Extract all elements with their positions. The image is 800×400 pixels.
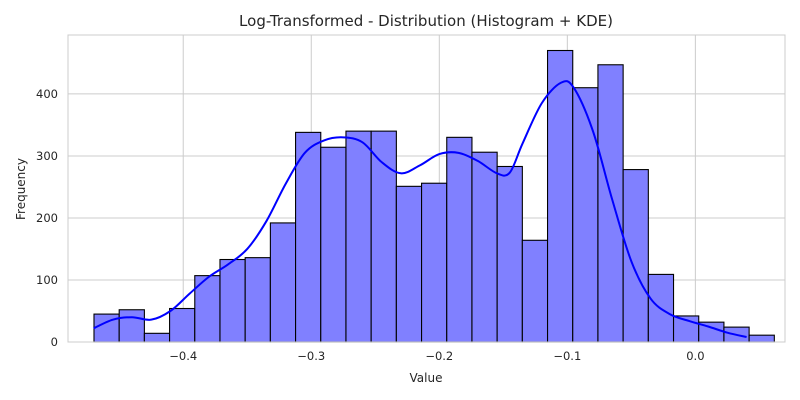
- x-tick-label: 0.0: [686, 349, 704, 363]
- histogram-bar: [370, 130, 397, 343]
- histogram-bar: [320, 146, 347, 343]
- histogram-bar: [597, 64, 624, 343]
- x-axis-label: Value: [410, 371, 443, 385]
- x-tick-label: −0.4: [169, 349, 197, 363]
- histogram-bar: [295, 131, 322, 343]
- histogram-bars: [93, 49, 775, 343]
- histogram-bar: [748, 334, 775, 343]
- histogram-bar: [395, 185, 423, 343]
- y-tick-label: 0: [51, 335, 58, 349]
- histogram-bar: [622, 169, 649, 343]
- y-axis-label: Frequency: [14, 158, 28, 220]
- histogram-bar: [546, 49, 574, 343]
- histogram-bar: [572, 87, 599, 343]
- histogram-bar: [118, 309, 145, 343]
- histogram-bar: [421, 182, 448, 343]
- histogram-bar: [521, 239, 549, 343]
- histogram-bar: [143, 332, 171, 343]
- histogram-bar: [496, 165, 523, 343]
- histogram-bar: [269, 222, 297, 343]
- y-tick-label: 400: [36, 87, 58, 101]
- x-tick-label: −0.1: [553, 349, 581, 363]
- histogram-bar: [244, 257, 271, 343]
- histogram-bar: [446, 136, 473, 343]
- histogram-bar: [471, 151, 498, 343]
- y-tick-label: 300: [36, 149, 58, 163]
- histogram-bar: [169, 307, 196, 343]
- histogram-bar: [194, 275, 221, 343]
- y-tick-label: 100: [36, 273, 58, 287]
- histogram-bar: [219, 258, 246, 343]
- histogram-bar: [345, 130, 372, 343]
- chart-title: Log-Transformed - Distribution (Histogra…: [239, 12, 613, 30]
- kde-line: [93, 80, 747, 339]
- y-axis-ticks: 0 100 200 300 400: [36, 87, 58, 349]
- y-tick-label: 200: [36, 211, 58, 225]
- x-tick-label: −0.2: [425, 349, 453, 363]
- x-tick-label: −0.3: [297, 349, 325, 363]
- x-axis-ticks: −0.4 −0.3 −0.2 −0.1 0.0: [169, 349, 704, 363]
- plot-frame: [67, 34, 786, 343]
